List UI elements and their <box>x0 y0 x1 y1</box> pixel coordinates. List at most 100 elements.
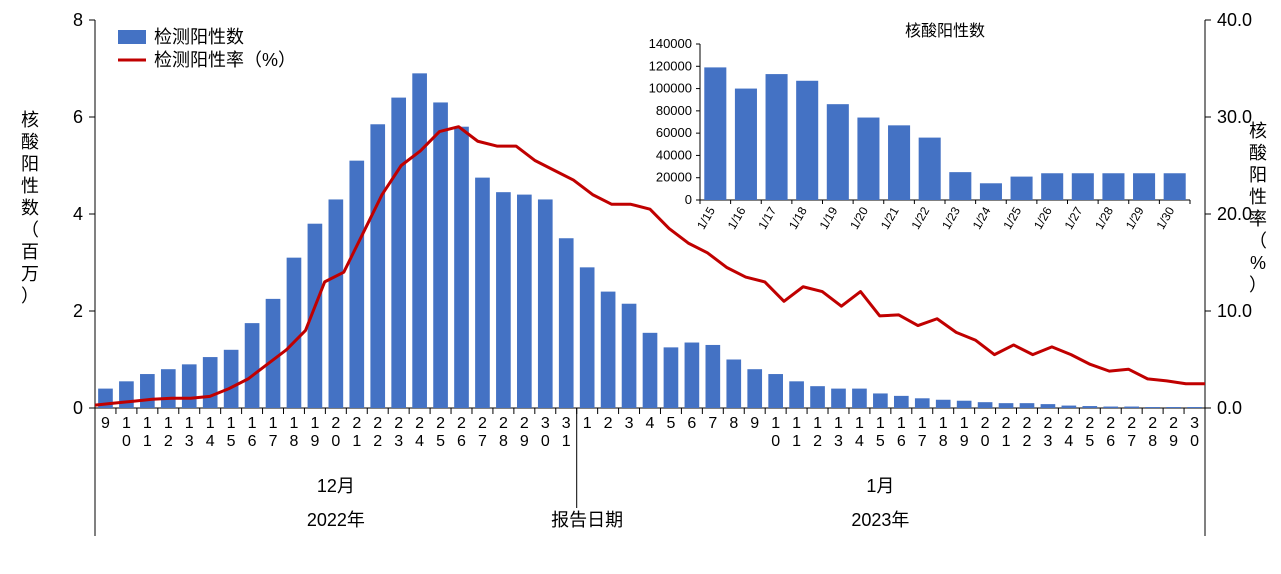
bar <box>789 381 804 408</box>
inset-x-label: 1/25 <box>1000 204 1024 232</box>
x-day-label: 10 <box>771 415 780 450</box>
inset-bar <box>1133 173 1155 200</box>
inset-x-label: 1/17 <box>755 204 779 232</box>
x-day-label: 26 <box>457 415 466 450</box>
inset-bar <box>796 81 818 200</box>
x-day-label: 13 <box>185 415 194 450</box>
inset-x-label: 1/28 <box>1092 204 1116 232</box>
y-right-tick-label: 20.0 <box>1217 204 1252 224</box>
y-left-tick-label: 6 <box>73 107 83 127</box>
y-left-axis-label: 核酸阳性数（百万） <box>21 110 39 306</box>
x-month-label: 12月 <box>317 476 355 496</box>
bar <box>119 381 134 408</box>
x-day-label: 20 <box>981 415 990 450</box>
bar <box>852 389 867 408</box>
inset-bar <box>1164 173 1186 200</box>
chart-container: 024680.010.020.030.040.0核酸阳性数（百万）核酸阳性率（%… <box>0 0 1281 574</box>
bar <box>1082 406 1097 408</box>
x-day-label: 15 <box>876 415 885 450</box>
x-day-label: 23 <box>1043 415 1052 450</box>
inset-bar <box>704 67 726 200</box>
x-day-label: 27 <box>1127 415 1136 450</box>
x-axis-title: 报告日期 <box>551 510 623 530</box>
inset-bar <box>735 89 757 200</box>
x-day-label: 28 <box>1148 415 1157 450</box>
inset-bar <box>766 74 788 200</box>
bar <box>1124 407 1139 408</box>
bar <box>601 292 616 408</box>
inset-bar <box>980 183 1002 200</box>
inset-x-label: 1/22 <box>908 204 932 232</box>
x-day-label: 17 <box>269 415 278 450</box>
bar <box>873 393 888 408</box>
x-day-label: 19 <box>310 415 319 450</box>
x-day-label: 8 <box>729 415 738 432</box>
bar <box>622 304 637 408</box>
bar <box>203 357 218 408</box>
x-day-label: 25 <box>436 415 445 450</box>
inset-title: 核酸阳性数 <box>905 22 985 40</box>
x-day-label: 4 <box>646 415 655 432</box>
inset-y-tick-label: 100000 <box>649 81 692 96</box>
x-day-label: 11 <box>143 415 152 450</box>
legend-bar-label: 检测阳性数 <box>154 27 244 47</box>
bar <box>1187 407 1202 408</box>
bar <box>706 345 721 408</box>
inset-y-tick-label: 0 <box>685 192 692 207</box>
bar <box>726 360 741 409</box>
bar <box>915 398 930 408</box>
inset-y-tick-label: 80000 <box>656 103 692 118</box>
x-year-label: 2022年 <box>307 510 365 530</box>
y-right-tick-label: 30.0 <box>1217 107 1252 127</box>
bar <box>1103 407 1118 408</box>
inset-bar <box>919 138 941 200</box>
bar <box>1145 407 1160 408</box>
inset-bar <box>827 104 849 200</box>
legend-line-label: 检测阳性率（%） <box>154 50 296 70</box>
bar <box>266 299 281 408</box>
chart-svg: 024680.010.020.030.040.0核酸阳性数（百万）核酸阳性率（%… <box>0 0 1281 574</box>
inset-y-tick-label: 60000 <box>656 125 692 140</box>
bar <box>224 350 239 408</box>
inset-x-label: 1/30 <box>1153 204 1177 232</box>
bar <box>957 401 972 408</box>
inset-bar <box>949 172 971 200</box>
x-day-label: 29 <box>520 415 529 450</box>
x-day-label: 14 <box>206 415 215 450</box>
bar <box>999 403 1014 408</box>
x-day-label: 6 <box>687 415 696 432</box>
x-day-label: 7 <box>708 415 717 432</box>
x-year-label: 2023年 <box>851 510 909 530</box>
x-day-label: 24 <box>415 415 424 450</box>
inset-bar <box>1011 177 1033 200</box>
y-right-tick-label: 40.0 <box>1217 10 1252 30</box>
x-day-label: 24 <box>1064 415 1073 450</box>
bar <box>580 267 595 408</box>
x-day-label: 13 <box>834 415 843 450</box>
bar <box>475 178 490 408</box>
inset-y-tick-label: 20000 <box>656 170 692 185</box>
x-day-label: 21 <box>1002 415 1011 450</box>
inset-x-label: 1/24 <box>970 204 994 232</box>
bar <box>496 192 511 408</box>
inset-x-label: 1/18 <box>786 204 810 232</box>
x-day-label: 16 <box>897 415 906 450</box>
bar <box>433 102 448 408</box>
inset-bar <box>1041 173 1063 200</box>
x-day-label: 2 <box>604 415 613 432</box>
x-day-label: 19 <box>960 415 969 450</box>
x-day-label: 21 <box>352 415 361 450</box>
bar <box>559 238 574 408</box>
legend-bar-swatch <box>118 30 146 44</box>
x-day-label: 26 <box>1106 415 1115 450</box>
x-day-label: 16 <box>248 415 257 450</box>
x-day-label: 15 <box>227 415 236 450</box>
y-left-tick-label: 4 <box>73 204 83 224</box>
x-day-label: 18 <box>939 415 948 450</box>
x-day-label: 30 <box>541 415 550 450</box>
bar <box>831 389 846 408</box>
bar <box>978 402 993 408</box>
x-day-label: 20 <box>331 415 340 450</box>
bar <box>810 386 825 408</box>
bar <box>685 343 700 408</box>
